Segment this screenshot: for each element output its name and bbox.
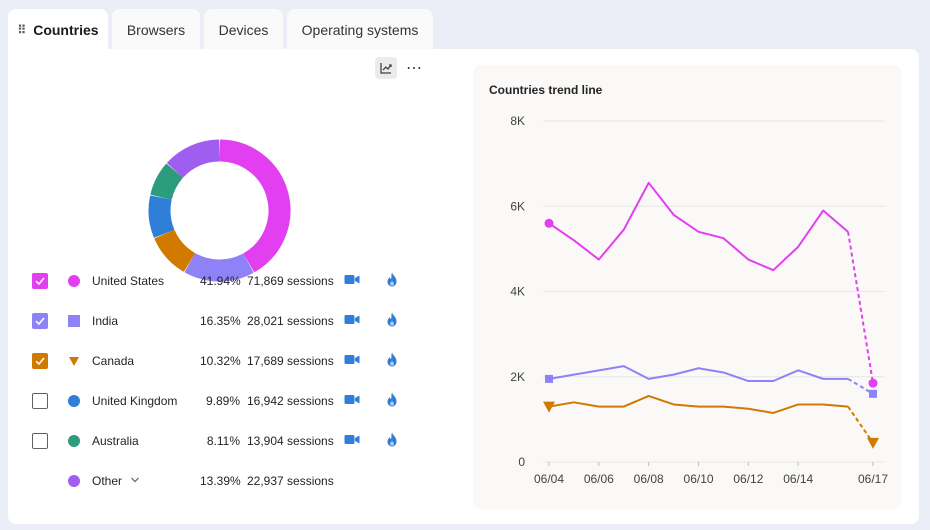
legend-country-label: United Kingdom xyxy=(92,394,178,408)
legend-row[interactable]: Australia 8.11% 13,904 sessions xyxy=(32,429,432,453)
legend-row[interactable]: Other 13.39% 22,937 sessions xyxy=(32,469,432,493)
data-point-marker[interactable] xyxy=(869,389,877,398)
more-options-button[interactable]: ⋯ xyxy=(406,58,423,78)
legend-percent: 41.94% xyxy=(200,274,241,288)
data-point-marker[interactable] xyxy=(868,378,878,388)
legend-percent: 9.89% xyxy=(205,394,240,408)
donut-slice-india[interactable] xyxy=(184,253,254,282)
legend-sessions: 16,942 sessions xyxy=(247,394,334,408)
tab-browsers[interactable]: Browsers xyxy=(112,9,200,51)
trend-chart-toggle-button[interactable] xyxy=(375,57,397,79)
x-tick-label: 06/17 xyxy=(858,472,888,486)
flame-icon[interactable] xyxy=(386,432,398,450)
checkbox-united-kingdom[interactable] xyxy=(32,393,48,409)
x-tick-label: 06/14 xyxy=(783,472,813,486)
checkbox-united-states[interactable] xyxy=(32,273,48,289)
trend-line-card: Countries trend line 0 2K 4K 6K 8K 06/04 06/06… xyxy=(473,65,902,509)
circle-marker-icon xyxy=(68,275,80,287)
x-tick-label: 06/12 xyxy=(733,472,763,486)
y-tick-label: 6K xyxy=(510,199,525,213)
series-projection-line xyxy=(847,231,874,384)
y-tick-label: 2K xyxy=(510,370,525,384)
tab-label: Operating systems xyxy=(301,22,419,38)
donut-slice-united-kingdom[interactable] xyxy=(148,195,175,238)
legend-row[interactable]: Canada 10.32% 17,689 sessions xyxy=(32,349,432,373)
video-camera-icon[interactable] xyxy=(344,394,360,409)
tab-countries[interactable]: ⠿ Countries xyxy=(8,9,108,51)
flame-icon[interactable] xyxy=(386,392,398,410)
drag-grip-icon[interactable]: ⠿ xyxy=(17,23,26,37)
video-camera-icon[interactable] xyxy=(344,314,360,329)
legend-row[interactable]: India 16.35% 28,021 sessions xyxy=(32,309,432,333)
tab-operating-systems[interactable]: Operating systems xyxy=(287,9,433,51)
legend-percent: 10.32% xyxy=(200,354,241,368)
legend-country-label: India xyxy=(92,314,119,328)
y-tick-label: 4K xyxy=(510,285,525,299)
countries-trend-chart: 0 2K 4K 6K 8K 06/04 06/06 06/08 06/10 06/12 06/14 0… xyxy=(510,114,888,486)
series-projection-line xyxy=(847,378,874,395)
square-marker-icon xyxy=(68,315,80,327)
legend-sessions: 28,021 sessions xyxy=(247,314,334,328)
series-line-canada[interactable] xyxy=(548,394,849,414)
legend-country-label: Other xyxy=(92,474,123,488)
countries-panel: ⋯ United States 41.94% 71,869 sessions Indi… xyxy=(8,49,919,524)
data-point-marker[interactable] xyxy=(544,218,554,228)
donut-slice-united-states[interactable] xyxy=(219,139,291,273)
countries-donut-chart xyxy=(148,139,291,282)
y-tick-label: 8K xyxy=(510,114,525,128)
more-icon: ⋯ xyxy=(406,60,423,77)
y-tick-label: 0 xyxy=(518,455,525,469)
circle-marker-icon xyxy=(68,435,80,447)
circle-marker-icon xyxy=(68,475,80,487)
checkbox-canada[interactable] xyxy=(32,353,48,369)
video-camera-icon[interactable] xyxy=(344,434,360,449)
data-point-marker[interactable] xyxy=(867,437,879,449)
series-line-united-states[interactable] xyxy=(548,181,849,272)
flame-icon[interactable] xyxy=(386,312,398,330)
checkbox-india[interactable] xyxy=(32,313,48,329)
legend-sessions: 13,904 sessions xyxy=(247,434,334,448)
flame-icon[interactable] xyxy=(386,272,398,290)
legend-percent: 13.39% xyxy=(200,474,241,488)
legend-sessions: 17,689 sessions xyxy=(247,354,334,368)
circle-marker-icon xyxy=(68,395,80,407)
triangle-marker-icon xyxy=(68,355,80,367)
donut-slice-canada[interactable] xyxy=(154,229,195,272)
legend-country-label: United States xyxy=(92,274,165,288)
trend-chart-icon xyxy=(380,63,392,74)
legend-row[interactable]: United States 41.94% 71,869 sessions xyxy=(32,269,432,293)
donut-slice-other[interactable] xyxy=(167,139,220,178)
data-point-marker[interactable] xyxy=(545,374,553,383)
legend-sessions: 71,869 sessions xyxy=(247,274,334,288)
tab-devices[interactable]: Devices xyxy=(204,9,283,51)
donut-slice-australia[interactable] xyxy=(150,163,183,200)
chevron-down-icon[interactable] xyxy=(130,474,140,488)
series-projection-line xyxy=(847,406,874,444)
legend-country-label: Australia xyxy=(92,434,139,448)
checkbox-australia[interactable] xyxy=(32,433,48,449)
x-tick-label: 06/08 xyxy=(634,472,664,486)
legend-percent: 8.11% xyxy=(206,434,240,448)
legend-row[interactable]: United Kingdom 9.89% 16,942 sessions xyxy=(32,389,432,413)
video-camera-icon[interactable] xyxy=(344,274,360,289)
legend-percent: 16.35% xyxy=(200,314,241,328)
tab-label: Devices xyxy=(218,22,269,38)
tab-label: Countries xyxy=(33,22,99,38)
legend-sessions: 22,937 sessions xyxy=(247,474,334,488)
trend-title: Countries trend line xyxy=(489,83,603,97)
tab-label: Browsers xyxy=(126,22,186,38)
x-tick-label: 06/06 xyxy=(584,472,614,486)
video-camera-icon[interactable] xyxy=(344,354,360,369)
x-tick-label: 06/04 xyxy=(534,472,564,486)
series-line-india[interactable] xyxy=(548,365,849,383)
flame-icon[interactable] xyxy=(386,352,398,370)
x-tick-label: 06/10 xyxy=(684,472,714,486)
legend-country-label: Canada xyxy=(92,354,135,368)
data-point-marker[interactable] xyxy=(543,401,555,413)
